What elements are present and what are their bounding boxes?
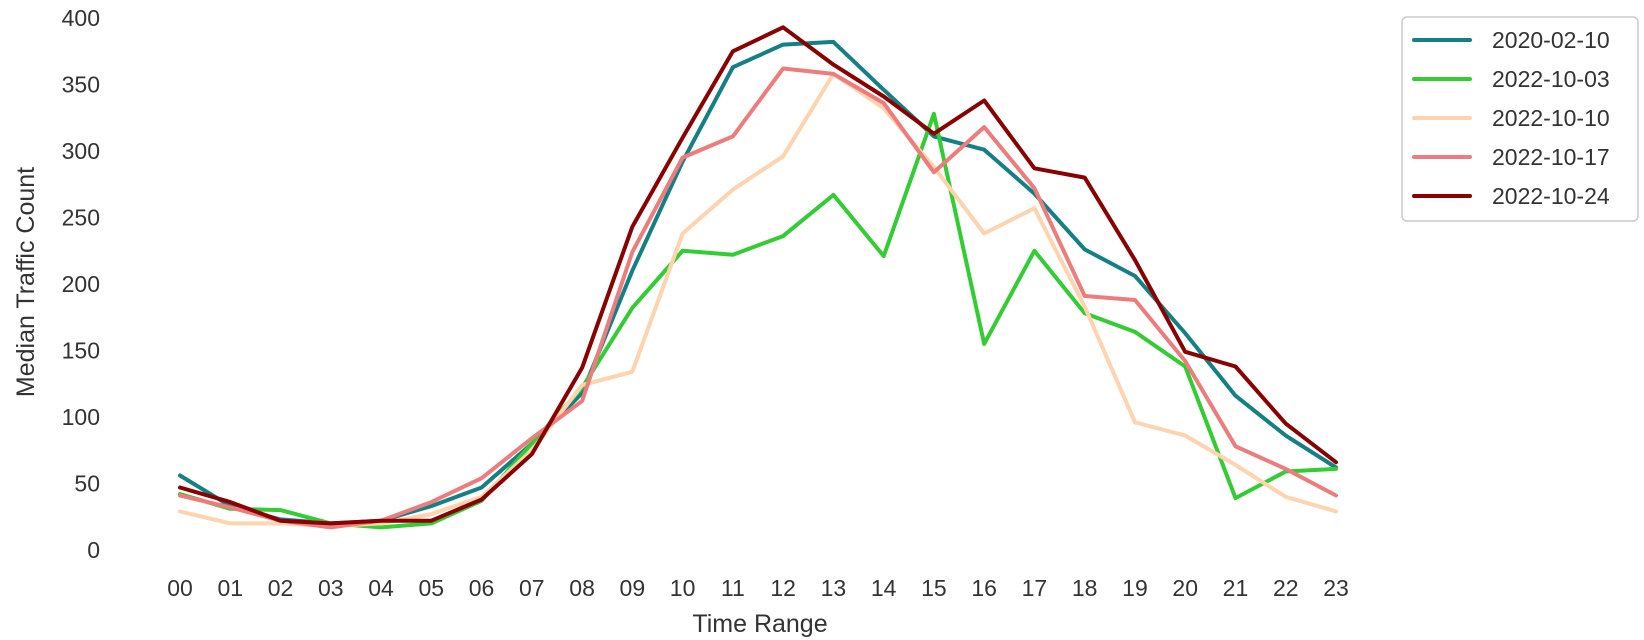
y-tick-label: 50	[74, 471, 100, 497]
legend-label: 2022-10-03	[1492, 66, 1610, 92]
y-tick-label: 400	[62, 5, 100, 31]
x-tick-label: 19	[1122, 575, 1148, 601]
y-axis-label: Median Traffic Count	[12, 167, 40, 397]
series-line-2020-02-10	[178, 39, 1338, 526]
x-tick-label: 18	[1072, 575, 1098, 601]
series-line-2022-10-03	[178, 111, 1338, 530]
legend-label: 2022-10-24	[1492, 183, 1610, 209]
x-tick-label: 21	[1223, 575, 1249, 601]
x-tick-label: 12	[770, 575, 796, 601]
legend: 2020-02-10 2022-10-03 2022-10-10 2022-10-17…	[1401, 16, 1639, 222]
y-tick-label: 250	[62, 205, 100, 231]
legend-label: 2020-02-10	[1492, 27, 1610, 53]
x-tick-label: 09	[620, 575, 646, 601]
legend-label: 2022-10-17	[1492, 144, 1610, 170]
x-tick-label: 02	[268, 575, 294, 601]
series-line-2022-10-10	[178, 71, 1338, 529]
y-tick-label: 350	[62, 72, 100, 98]
x-tick-label: 05	[419, 575, 445, 601]
legend-label: 2022-10-10	[1492, 105, 1610, 131]
x-tick-label: 06	[469, 575, 495, 601]
x-axis-ticks: 00 01 02 03 04 05 06 07 08 09 10 11 12 13 14 15 16 17 18 19…	[167, 575, 1349, 601]
x-tick-label: 00	[167, 575, 193, 601]
x-tick-label: 03	[318, 575, 344, 601]
y-tick-label: 300	[62, 138, 100, 164]
y-tick-label: 0	[87, 537, 100, 563]
legend-frame	[1401, 16, 1639, 222]
x-tick-label: 15	[921, 575, 947, 601]
x-tick-label: 11	[721, 575, 745, 601]
x-tick-label: 04	[368, 575, 394, 601]
y-tick-label: 100	[62, 404, 100, 430]
x-tick-label: 16	[971, 575, 997, 601]
x-tick-label: 01	[217, 575, 243, 601]
x-tick-label: 17	[1022, 575, 1048, 601]
y-tick-label: 200	[62, 271, 100, 297]
x-tick-label: 07	[519, 575, 545, 601]
series-lines	[178, 25, 1338, 530]
x-axis-label: Time Range	[692, 610, 827, 638]
series-line-2022-10-24	[178, 25, 1338, 526]
x-tick-label: 23	[1323, 575, 1349, 601]
y-tick-label: 150	[62, 338, 100, 364]
x-tick-label: 20	[1172, 575, 1198, 601]
x-tick-label: 10	[670, 575, 696, 601]
x-tick-label: 22	[1273, 575, 1299, 601]
x-tick-label: 14	[871, 575, 897, 601]
x-tick-label: 13	[821, 575, 847, 601]
series-line-2022-10-17	[178, 66, 1338, 530]
x-tick-label: 08	[569, 575, 595, 601]
y-axis-ticks: 0 50 100 150 200 250 300 350 400	[62, 5, 100, 563]
